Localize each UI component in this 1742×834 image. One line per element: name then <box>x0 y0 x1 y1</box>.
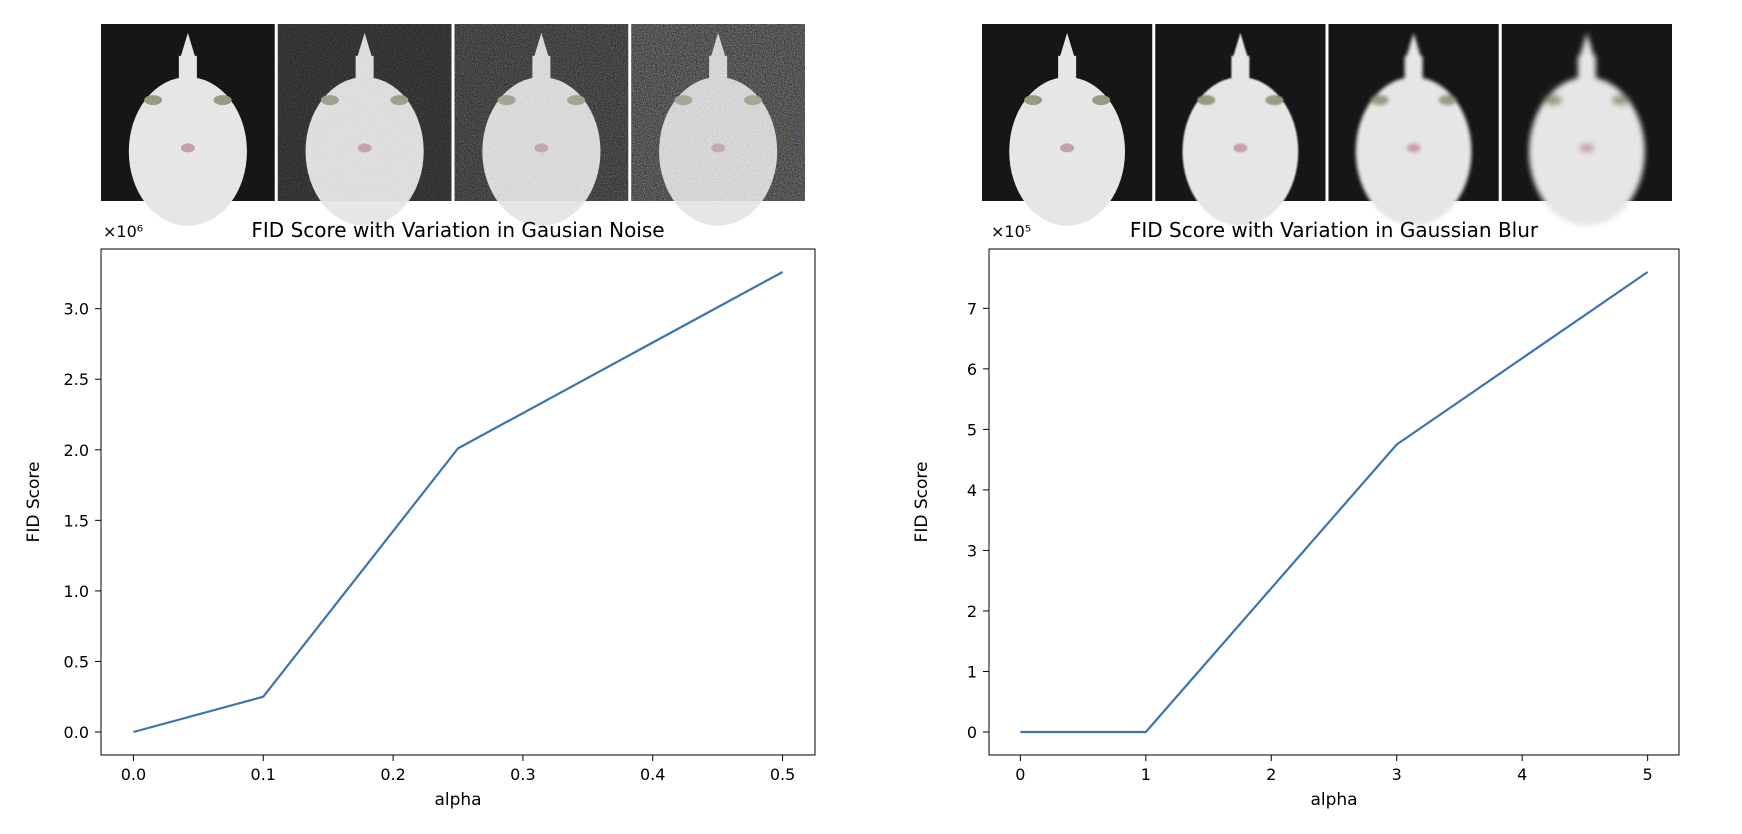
image-strip <box>982 24 1672 226</box>
y-tick-label: 1.0 <box>64 582 89 601</box>
cat-blaze-stripe <box>1404 55 1423 127</box>
cat-nose <box>1406 143 1421 153</box>
x-axis-label: alpha <box>1310 790 1357 810</box>
chart-title: FID Score with Variation in Gausian Nois… <box>251 218 664 242</box>
chart-panel-1: 0.0 0.1 0.2 0.3 0.4 0.5 0.0 0.5 1.0 1.5 2.0 2.5 3.0 ×… <box>24 24 816 810</box>
cat-blaze-stripe <box>1231 55 1250 127</box>
cat-blaze-stripe <box>1577 55 1596 127</box>
cat-eye-left <box>1024 95 1043 106</box>
y-tick-label: 7 <box>967 299 977 318</box>
cat-blaze-stripe <box>1058 55 1077 127</box>
noise-overlay <box>631 24 805 201</box>
cat-eye-right <box>1265 95 1284 106</box>
x-tick-label: 0.3 <box>510 765 535 784</box>
y-axis-label: FID Score <box>24 462 44 543</box>
x-tick-label: 0.1 <box>251 765 276 784</box>
y-offset-label: ×10⁵ <box>991 222 1031 241</box>
chart-title: FID Score with Variation in Gaussian Blu… <box>1130 218 1539 242</box>
x-tick-label: 0 <box>1015 765 1025 784</box>
y-tick-label: 2.0 <box>64 441 89 460</box>
cat-noise-0.25 <box>454 24 629 226</box>
cat-blur-1 <box>1155 24 1326 226</box>
cat-nose <box>1579 143 1594 153</box>
cat-blur-5 <box>1501 24 1672 226</box>
cat-face <box>1528 32 1645 226</box>
cat-face <box>1009 32 1126 226</box>
cat-blaze <box>1232 32 1249 60</box>
x-tick-label: 0.0 <box>121 765 146 784</box>
cat-noise-0.5 <box>631 24 805 226</box>
cat-noise-0.1 <box>277 24 452 226</box>
y-tick-label: 4 <box>967 481 977 500</box>
cat-eye-right <box>1611 95 1630 106</box>
x-tick-label: 0.2 <box>380 765 405 784</box>
y-tick-label: 0.0 <box>64 723 89 742</box>
y-tick-label: 1 <box>967 662 977 681</box>
series-line <box>1020 271 1649 734</box>
cat-blaze-stripe <box>178 55 197 127</box>
x-tick-label: 2 <box>1266 765 1276 784</box>
cat-nose <box>180 143 195 153</box>
axes-frame <box>988 248 1680 756</box>
noise-overlay <box>454 24 629 201</box>
cat-blaze <box>1059 32 1076 60</box>
x-tick-label: 1 <box>1141 765 1151 784</box>
y-tick-label: 2.5 <box>64 370 89 389</box>
cat-eye-left <box>144 95 163 106</box>
y-tick-label: 3.0 <box>64 300 89 319</box>
x-tick-label: 0.5 <box>770 765 795 784</box>
cat-nose <box>1233 143 1248 153</box>
cat-noise-0 <box>101 24 275 226</box>
cat-face <box>1182 32 1299 226</box>
image-strip <box>101 24 805 226</box>
cat-eye-left <box>1370 95 1389 106</box>
series-line <box>133 271 784 734</box>
cat-eye-left <box>1543 95 1562 106</box>
x-tick-label: 4 <box>1517 765 1527 784</box>
y-tick-label: 5 <box>967 420 977 439</box>
y-tick-label: 0 <box>967 723 977 742</box>
x-tick-label: 5 <box>1643 765 1653 784</box>
y-tick-label: 2 <box>967 602 977 621</box>
cat-eye-right <box>1438 95 1457 106</box>
x-tick-label: 0.4 <box>640 765 665 784</box>
axes-frame <box>100 248 816 756</box>
cat-eye-right <box>213 95 232 106</box>
cat-blur-3 <box>1328 24 1499 226</box>
y-axis-label: FID Score <box>912 462 932 543</box>
y-tick-label: 0.5 <box>64 652 89 671</box>
noise-overlay <box>277 24 452 201</box>
y-tick-label: 6 <box>967 360 977 379</box>
cat-blaze <box>1578 32 1595 60</box>
cat-face <box>1355 32 1472 226</box>
cat-blaze <box>179 32 196 60</box>
cat-eye-left <box>1197 95 1216 106</box>
chart-panel-2: 0 1 2 3 4 5 0 1 2 3 4 5 6 7 ×10⁵ FID Score with Variati… <box>912 24 1680 810</box>
cat-blur-0 <box>982 24 1153 226</box>
y-tick-label: 3 <box>967 541 977 560</box>
x-axis-label: alpha <box>434 790 481 810</box>
y-offset-label: ×10⁶ <box>103 222 143 241</box>
cat-face <box>128 32 247 226</box>
cat-eye-right <box>1092 95 1111 106</box>
cat-blaze <box>1405 32 1422 60</box>
cat-nose <box>1060 143 1075 153</box>
y-tick-label: 1.5 <box>64 511 89 530</box>
x-tick-label: 3 <box>1392 765 1402 784</box>
